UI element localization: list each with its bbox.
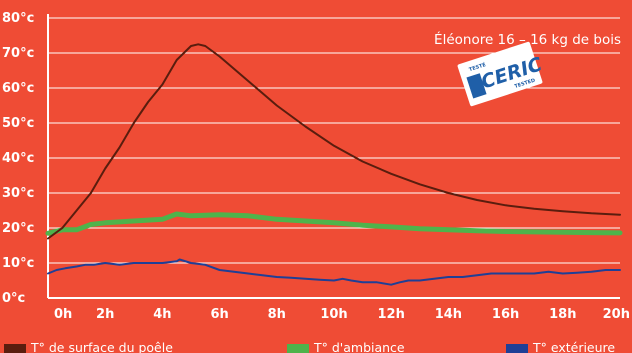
y-tick-label: 40°c (2, 151, 34, 166)
legend-swatch (506, 344, 528, 353)
x-axis-ticks: 0h 2h 4h 6h 8h 10h 12h 14h 16h 18h 20h (54, 307, 630, 322)
y-tick-label: 70°c (2, 46, 34, 61)
x-tick-label: 2h (96, 307, 114, 322)
y-tick-label: 10°c (2, 256, 34, 271)
x-tick-label: 6h (210, 307, 228, 322)
x-tick-label: 8h (268, 307, 286, 322)
y-tick-label: 20°c (2, 221, 34, 236)
series-line-1 (47, 43, 621, 240)
ceric-logo: TESTÉ CERIC TESTED (457, 41, 545, 107)
y-tick-label: 80°c (2, 11, 34, 26)
y-axis-ticks: 0°c 10°c 20°c 30°c 40°c 50°c 60°c 70°c 80°c (2, 11, 34, 306)
x-tick-label: 12h (378, 307, 405, 322)
x-tick-label: 0h (54, 307, 72, 322)
legend: T° de surface du poêle T° d'ambiance T° ex… (4, 340, 615, 353)
logo-block (466, 73, 487, 99)
legend-swatch (287, 344, 309, 353)
series-line-3 (47, 258, 621, 286)
legend-label: T° de surface du poêle (30, 340, 173, 353)
y-tick-label: 60°c (2, 81, 34, 96)
y-tick-label: 0°c (2, 291, 25, 306)
x-tick-label: 18h (549, 307, 576, 322)
x-tick-label: 14h (435, 307, 462, 322)
legend-swatch (4, 344, 26, 353)
x-tick-label: 20h (603, 307, 630, 322)
series-layer (45, 43, 623, 286)
y-tick-label: 50°c (2, 116, 34, 131)
x-tick-label: 10h (320, 307, 347, 322)
legend-label: T° extérieure (532, 340, 615, 353)
x-tick-label: 4h (153, 307, 171, 322)
chart-title: Éléonore 16 – 16 kg de bois (434, 31, 621, 48)
series-line-2 (45, 211, 623, 236)
x-tick-label: 16h (492, 307, 519, 322)
y-tick-label: 30°c (2, 186, 34, 201)
legend-label: T° d'ambiance (313, 340, 405, 353)
